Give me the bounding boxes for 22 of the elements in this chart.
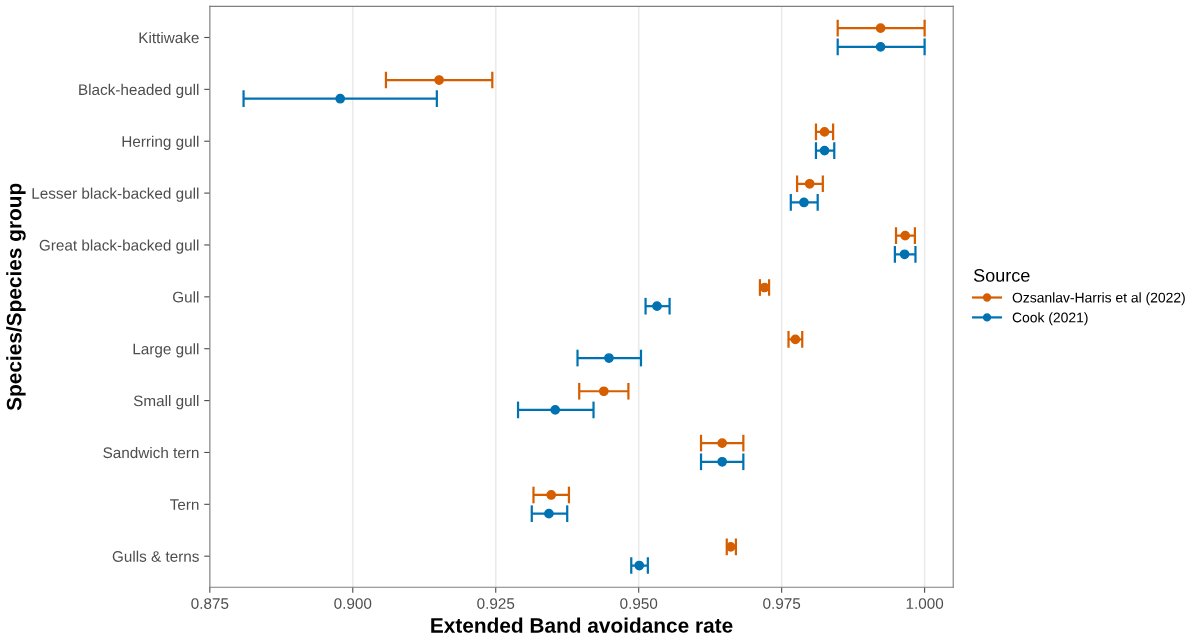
- y-tick-label: Tern: [170, 499, 199, 511]
- y-tick-label: Large gull: [133, 343, 199, 358]
- legend-label: Ozsanlav-Harris et al (2022): [1012, 292, 1185, 306]
- y-tick-label: Small gull: [133, 395, 199, 410]
- x-tick-label: 0.950: [620, 598, 658, 609]
- y-tick-label: Great black-backed gull: [39, 239, 199, 254]
- y-tick-label: Sandwich tern: [103, 446, 199, 459]
- legend-title: Source: [973, 269, 1030, 282]
- legend-label: Cook (2021): [1012, 312, 1088, 326]
- y-tick-label: Gulls & terns: [112, 550, 199, 562]
- x-tick-label: 0.925: [477, 598, 515, 609]
- y-tick-label: Gull: [173, 291, 199, 303]
- x-axis-title: Extended Band avoidance rate: [431, 617, 733, 633]
- x-tick-label: 1.000: [906, 598, 944, 609]
- y-tick-label: Lesser black-backed gull: [32, 187, 199, 202]
- y-tick-label: Black-headed gull: [79, 83, 199, 99]
- y-axis-title: Species/Species group: [6, 183, 26, 411]
- x-tick-label: 0.875: [191, 598, 229, 609]
- y-tick-label: Kittiwake: [139, 31, 199, 44]
- x-tick-label: 0.900: [334, 598, 372, 609]
- y-tick-label: Herring gull: [122, 135, 199, 150]
- x-tick-label: 0.975: [763, 598, 801, 609]
